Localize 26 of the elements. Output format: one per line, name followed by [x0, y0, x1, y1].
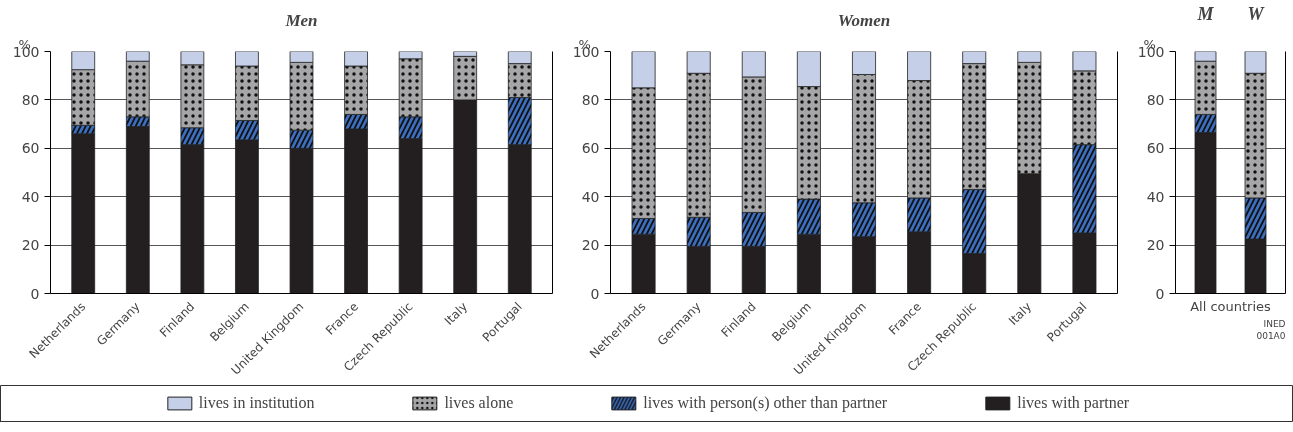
- y-tick-label: 0: [30, 285, 40, 302]
- y-tick-label: 60: [1146, 140, 1165, 157]
- y-tick-label: 60: [21, 140, 40, 157]
- y-tick-label: 20: [21, 237, 40, 254]
- text: INED: [1263, 318, 1286, 329]
- y-tick-label: 0: [1155, 285, 1165, 302]
- x-axis-title: All countries: [1190, 298, 1272, 314]
- text: 001A0: [1256, 330, 1286, 341]
- x-tick-label: M: [1196, 3, 1215, 24]
- y-tick-label: 60: [581, 140, 600, 157]
- legend-label: lives alone: [444, 394, 514, 412]
- legend-label: lives in institution: [198, 394, 315, 412]
- y-tick-label: 80: [581, 91, 600, 108]
- y-tick-label: 20: [581, 237, 600, 254]
- y-tick-label: 40: [581, 188, 600, 205]
- legend-label: lives with partner: [1017, 394, 1130, 412]
- y-tick-label: 0: [590, 285, 600, 302]
- chart-title: Women: [837, 10, 891, 30]
- y-tick-label: 80: [1146, 91, 1165, 108]
- y-tick-label: 80: [21, 91, 40, 108]
- legend-label: lives with person(s) other than partner: [643, 394, 888, 412]
- y-tick-label: 40: [21, 188, 40, 205]
- x-tick-label: W: [1247, 3, 1266, 24]
- y-tick-label: 40: [1146, 188, 1165, 205]
- y-tick-label: 20: [1146, 237, 1165, 254]
- chart-title: Men: [284, 10, 318, 30]
